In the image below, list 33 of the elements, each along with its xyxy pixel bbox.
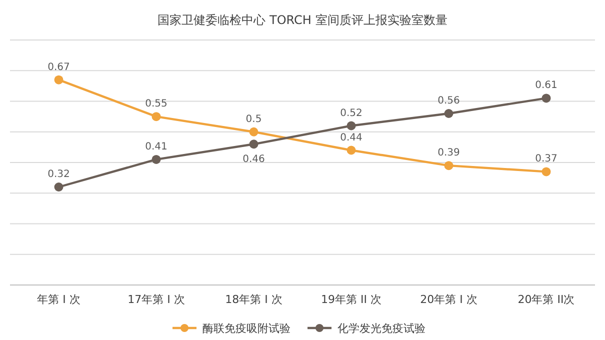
point xyxy=(54,182,64,192)
point xyxy=(152,154,161,164)
point xyxy=(54,75,64,84)
legend-label: 化学发光免疫试验 xyxy=(338,322,426,335)
data-label: 0.39 xyxy=(438,148,460,159)
data-label: 0.52 xyxy=(340,108,362,119)
x-tick-label: 19年第 II 次 xyxy=(321,293,382,306)
data-label: 0.44 xyxy=(340,132,362,144)
data-label: 0.46 xyxy=(242,154,265,166)
data-label: 0.56 xyxy=(438,96,460,106)
data-label: 0.41 xyxy=(145,141,168,152)
x-tick-label: 年第 I 次 xyxy=(37,293,80,306)
point xyxy=(152,112,161,122)
data-label: 0.37 xyxy=(535,154,558,165)
point xyxy=(249,140,258,149)
point xyxy=(444,161,454,170)
x-tick-label: 18年第 I 次 xyxy=(225,293,282,306)
x-tick-label: 17年第 I 次 xyxy=(128,293,185,306)
x-tick-label: 20年第 I 次 xyxy=(420,293,478,306)
chart-title: 国家卫健委临检中心 TORCH 室间质评上报实验室数量 xyxy=(158,13,448,27)
data-label: 0.61 xyxy=(535,80,558,92)
data-label: 0.55 xyxy=(145,98,168,110)
point xyxy=(542,94,551,103)
point xyxy=(542,167,551,176)
data-label: 0.5 xyxy=(246,114,262,125)
legend-label: 酶联免疫吸附试验 xyxy=(202,322,290,335)
data-label: 0.67 xyxy=(48,62,70,73)
point xyxy=(346,121,356,130)
point xyxy=(444,109,454,118)
x-tick-label: 20年第 II次 xyxy=(518,293,575,306)
point xyxy=(249,127,258,136)
point xyxy=(346,146,356,155)
data-label: 0.32 xyxy=(48,169,70,180)
